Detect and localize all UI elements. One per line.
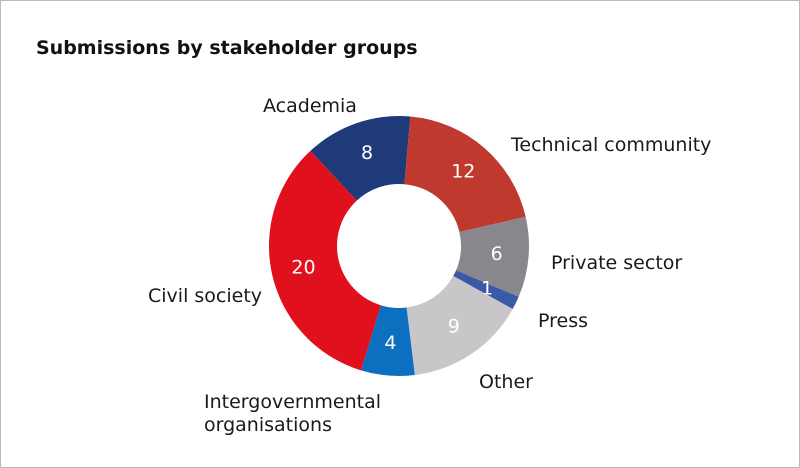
donut-segment [269,150,381,371]
donut-segment [310,116,411,201]
category-label: Civil society [148,285,263,307]
category-label: Technical community [511,134,712,156]
category-label: Academia [263,95,357,117]
donut-segment [404,116,526,233]
category-label: Other [479,371,533,393]
value-label: 4 [384,332,396,354]
donut-segment [360,305,415,376]
category-label: Press [538,310,589,332]
value-label: 12 [451,161,475,183]
donut-segment [453,270,519,310]
value-label: 8 [361,142,373,164]
value-label: 9 [448,316,460,338]
chart-title: Submissions by stakeholder groups [36,37,418,59]
donut-segment [456,216,529,297]
donut-segment [406,276,513,376]
category-label: Intergovernmental organisations [204,391,382,436]
value-label: 6 [491,243,503,265]
category-label: Private sector [551,252,683,274]
value-label: 20 [291,257,315,279]
